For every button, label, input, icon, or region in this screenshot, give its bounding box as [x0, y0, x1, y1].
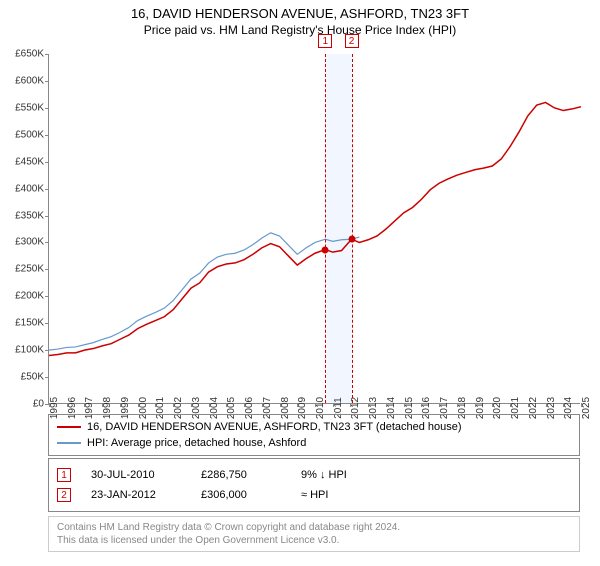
chart-subtitle: Price paid vs. HM Land Registry's House …	[0, 23, 600, 37]
y-axis-label: £600K	[4, 75, 44, 86]
event-price: £306,000	[201, 489, 281, 501]
y-axis-label: £50K	[4, 372, 44, 383]
legend-item: 16, DAVID HENDERSON AVENUE, ASHFORD, TN2…	[57, 419, 571, 435]
footer-attribution: Contains HM Land Registry data © Crown c…	[48, 516, 580, 552]
legend-swatch	[57, 442, 81, 444]
event-marker-icon: 2	[57, 488, 71, 502]
event-row: 1 30-JUL-2010 £286,750 9% ↓ HPI	[57, 465, 571, 485]
y-axis-label: £550K	[4, 102, 44, 113]
footer-line: This data is licensed under the Open Gov…	[57, 534, 571, 547]
series-property	[49, 102, 581, 355]
event-dot	[348, 236, 355, 243]
event-price: £286,750	[201, 469, 281, 481]
y-axis-label: £500K	[4, 129, 44, 140]
y-axis-label: £250K	[4, 264, 44, 275]
y-axis-label: £350K	[4, 210, 44, 221]
legend: 16, DAVID HENDERSON AVENUE, ASHFORD, TN2…	[48, 414, 580, 456]
event-marker-icon: 2	[345, 34, 359, 48]
y-axis-label: £300K	[4, 237, 44, 248]
legend-item: HPI: Average price, detached house, Ashf…	[57, 435, 571, 451]
legend-label: 16, DAVID HENDERSON AVENUE, ASHFORD, TN2…	[87, 421, 462, 433]
footer-line: Contains HM Land Registry data © Crown c…	[57, 521, 571, 534]
event-pct: 9% ↓ HPI	[301, 469, 421, 481]
legend-label: HPI: Average price, detached house, Ashf…	[87, 437, 306, 449]
event-date: 30-JUL-2010	[91, 469, 181, 481]
chart-container: 16, DAVID HENDERSON AVENUE, ASHFORD, TN2…	[0, 6, 600, 566]
y-axis-label: £400K	[4, 183, 44, 194]
y-axis-label: £450K	[4, 156, 44, 167]
y-axis-label: £100K	[4, 345, 44, 356]
chart-title: 16, DAVID HENDERSON AVENUE, ASHFORD, TN2…	[0, 6, 600, 21]
event-date: 23-JAN-2012	[91, 489, 181, 501]
x-axis-label: 2025	[581, 397, 592, 419]
event-marker-icon: 1	[318, 34, 332, 48]
event-pct: ≈ HPI	[301, 489, 421, 501]
chart-plot-area: £0£50K£100K£150K£200K£250K£300K£350K£400…	[48, 54, 580, 404]
event-row: 2 23-JAN-2012 £306,000 ≈ HPI	[57, 485, 571, 505]
chart-svg	[49, 54, 581, 404]
y-axis-label: £650K	[4, 49, 44, 60]
y-axis-label: £200K	[4, 291, 44, 302]
series-hpi	[49, 233, 359, 350]
legend-swatch	[57, 426, 81, 428]
event-dot	[322, 246, 329, 253]
event-marker-icon: 1	[57, 468, 71, 482]
y-axis-label: £0	[4, 399, 44, 410]
events-table: 1 30-JUL-2010 £286,750 9% ↓ HPI 2 23-JAN…	[48, 458, 580, 512]
y-axis-label: £150K	[4, 318, 44, 329]
